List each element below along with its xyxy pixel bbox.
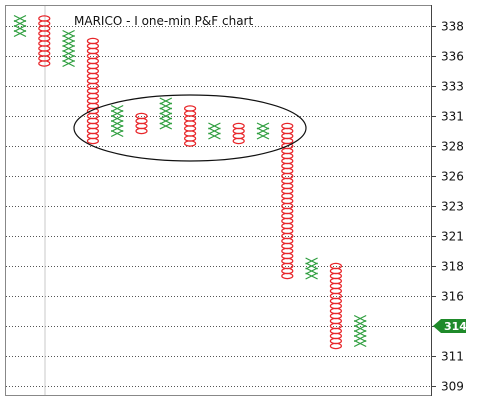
last-price-tag-label: 314 — [444, 320, 467, 333]
x-column — [13, 14, 27, 38]
o-box — [329, 342, 342, 350]
x-column — [208, 122, 221, 140]
x-box — [208, 122, 221, 130]
x-box — [110, 124, 124, 133]
x-box — [110, 119, 124, 128]
x-box — [13, 24, 27, 33]
grid-lines — [6, 26, 431, 387]
tick-label: 309 — [441, 380, 464, 394]
o-column — [281, 122, 294, 280]
o-box — [86, 137, 100, 145]
x-box — [353, 339, 367, 348]
x-box — [353, 329, 367, 338]
consolidation-ellipse — [73, 94, 307, 162]
o-box — [184, 140, 197, 147]
tick-label: 336 — [441, 50, 464, 64]
x-box — [305, 257, 318, 265]
x-box — [159, 117, 173, 125]
tick-label: 333 — [441, 80, 464, 94]
pf-columns — [13, 14, 367, 350]
tick-label: 311 — [441, 350, 464, 364]
x-column — [110, 104, 124, 138]
x-box — [62, 59, 75, 68]
tick-label: 338 — [441, 20, 464, 34]
x-column — [305, 257, 318, 280]
x-box — [13, 14, 27, 23]
x-box — [159, 102, 173, 110]
tick-label: 318 — [441, 260, 464, 274]
last-price-tag: 314 — [433, 319, 467, 333]
x-box — [110, 104, 124, 113]
x-box — [13, 29, 27, 38]
x-box — [305, 267, 318, 275]
x-box — [305, 262, 318, 270]
tick-label: 331 — [441, 110, 464, 124]
o-box — [281, 272, 294, 280]
tick-label: 316 — [441, 290, 464, 304]
x-box — [62, 54, 75, 63]
x-box — [353, 314, 367, 323]
x-box — [62, 29, 75, 38]
x-box — [305, 272, 318, 280]
tick-label: 326 — [441, 170, 464, 184]
y-axis-ticks: 338 336 333 331 328 326 323 321 318 316 314 311 309 — [431, 20, 464, 394]
x-box — [159, 97, 173, 105]
x-box — [208, 132, 221, 140]
x-column — [353, 314, 367, 348]
x-box — [353, 324, 367, 333]
x-box — [159, 107, 173, 115]
x-box — [62, 39, 75, 48]
o-column — [86, 37, 100, 145]
x-box — [353, 319, 367, 328]
tick-label: 321 — [441, 230, 464, 244]
x-column — [62, 29, 75, 68]
tick-label: 328 — [441, 140, 464, 154]
x-box — [256, 127, 270, 135]
x-box — [62, 34, 75, 43]
o-column — [184, 105, 197, 147]
x-box — [13, 19, 27, 28]
o-box — [135, 127, 148, 135]
last-price-tag-shape — [433, 319, 466, 333]
o-box — [232, 137, 245, 145]
x-column — [159, 97, 173, 130]
x-box — [208, 127, 221, 135]
x-box — [256, 132, 270, 140]
x-box — [256, 122, 270, 130]
x-box — [62, 49, 75, 58]
x-column — [256, 122, 270, 140]
x-box — [353, 334, 367, 343]
x-box — [110, 114, 124, 123]
o-column — [329, 262, 342, 350]
tick-label: 323 — [441, 200, 464, 214]
x-box — [159, 122, 173, 130]
o-column — [38, 15, 51, 67]
chart-title: MARICO - I one-min P&F chart — [74, 14, 253, 28]
o-column — [135, 112, 148, 135]
x-box — [62, 44, 75, 53]
o-column — [232, 122, 245, 145]
x-box — [110, 129, 124, 138]
o-box — [38, 60, 51, 67]
x-box — [159, 112, 173, 120]
x-box — [110, 109, 124, 118]
